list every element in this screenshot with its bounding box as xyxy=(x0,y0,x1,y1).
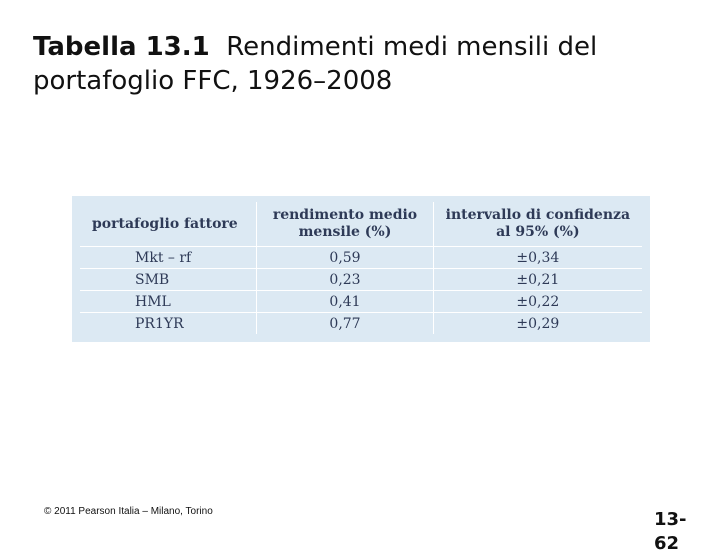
copyright-notice: © 2011 Pearson Italia – Milano, Torino xyxy=(44,506,213,517)
row-confidence-interval: ±0,29 xyxy=(432,312,642,334)
row-mean-return: 0,41 xyxy=(256,290,434,313)
table-row: SMB 0,23 ±0,21 xyxy=(80,268,642,291)
row-confidence-interval: ±0,34 xyxy=(432,246,642,269)
row-factor: Mkt – rf xyxy=(80,246,257,269)
table-row: Mkt – rf 0,59 ±0,34 xyxy=(80,246,642,269)
table-row: HML 0,41 ±0,22 xyxy=(80,290,642,313)
header-factor: portafoglio fattore xyxy=(92,215,238,232)
row-factor: HML xyxy=(80,290,257,313)
header-confidence-interval: intervallo di confidenza al 95% (%) xyxy=(432,202,642,247)
factor-returns-table: portafoglio fattore rendimento medio men… xyxy=(80,202,642,334)
row-confidence-interval: ±0,22 xyxy=(432,290,642,313)
row-confidence-interval: ±0,21 xyxy=(432,268,642,291)
table-row: PR1YR 0,77 ±0,29 xyxy=(80,312,642,334)
header-mean-return: rendimento medio mensile (%) xyxy=(256,202,434,247)
table-number: Tabella 13.1 xyxy=(33,32,210,62)
row-factor: PR1YR xyxy=(80,312,257,334)
table-header-row: portafoglio fattore rendimento medio men… xyxy=(80,202,642,247)
row-mean-return: 0,77 xyxy=(256,312,434,334)
slide-number: 13-62 xyxy=(654,509,687,554)
row-mean-return: 0,23 xyxy=(256,268,434,291)
table-panel: portafoglio fattore rendimento medio men… xyxy=(72,196,650,342)
slide-title: Tabella 13.1 Rendimenti medi mensili del… xyxy=(33,30,693,98)
row-factor: SMB xyxy=(80,268,257,291)
row-mean-return: 0,59 xyxy=(256,246,434,269)
table-caption: Rendimenti medi mensili del portafoglio … xyxy=(33,32,598,96)
